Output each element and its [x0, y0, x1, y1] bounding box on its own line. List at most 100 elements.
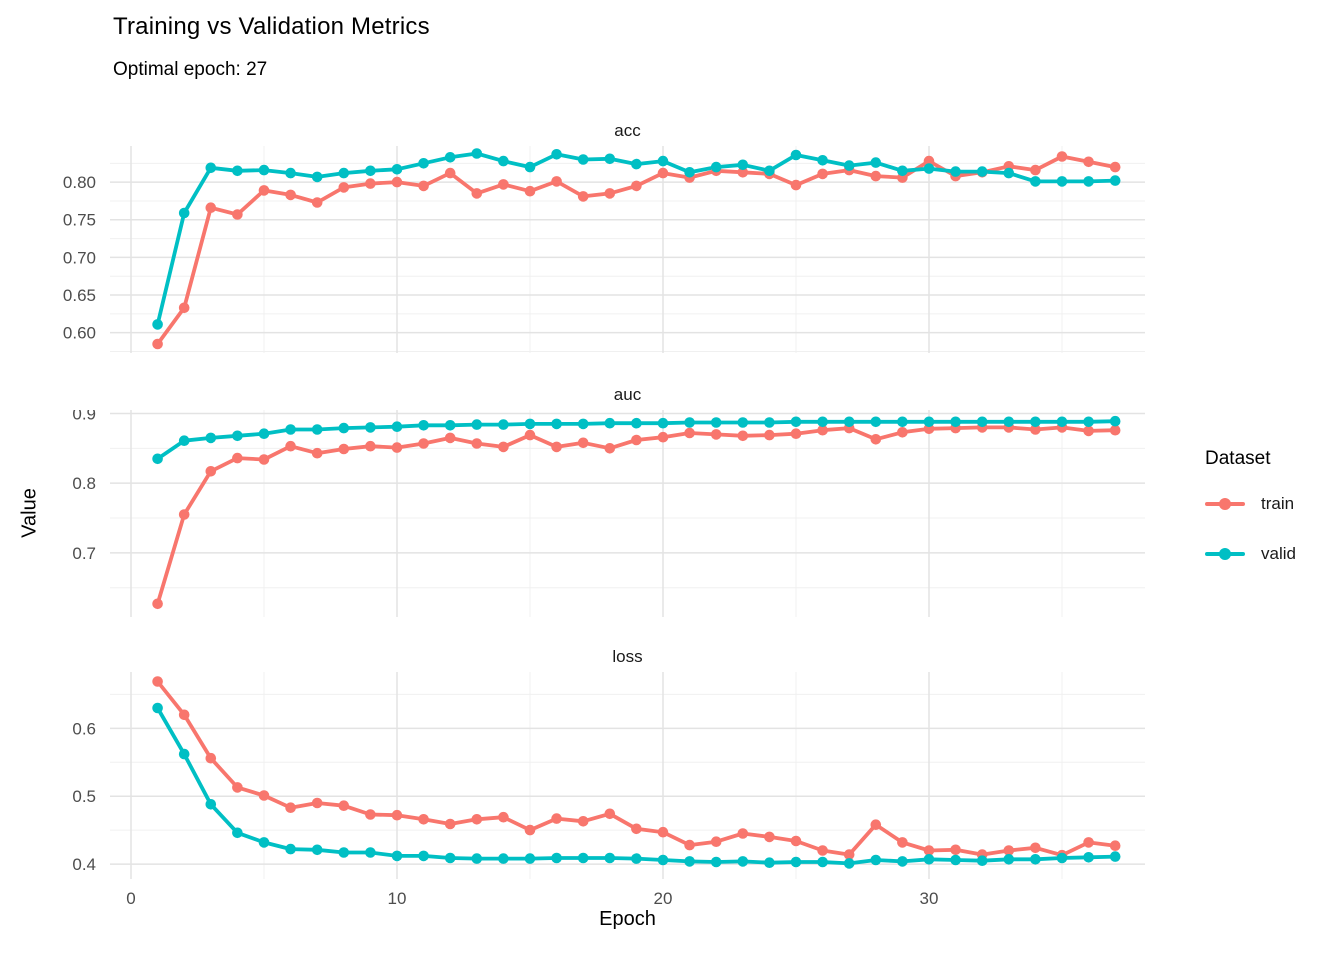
train-point — [577, 816, 589, 827]
train-point — [551, 441, 562, 453]
valid-point — [843, 858, 855, 869]
train-point — [311, 197, 323, 208]
train-point — [444, 167, 456, 179]
valid-point — [551, 418, 562, 430]
train-legend-key-icon — [1205, 498, 1245, 510]
train-point — [923, 155, 935, 167]
train-point — [870, 819, 882, 830]
y-tick-labels: 0.4 0.5 0.6 — [72, 719, 96, 874]
train-points — [152, 422, 1121, 610]
valid-point — [285, 167, 296, 179]
train-point — [418, 814, 429, 825]
facet-panel-acc: 0.60 0.65 0.70 0.75 0.80 — [63, 146, 1145, 353]
valid-point — [737, 856, 749, 867]
facet-panel-loss: 0.4 0.5 0.6 0 10 20 30 — [72, 672, 1145, 908]
valid-legend-key-icon — [1205, 548, 1245, 560]
train-point — [471, 188, 483, 199]
train-point — [258, 185, 270, 196]
valid-point — [684, 856, 695, 867]
legend-title: Dataset — [1205, 448, 1271, 469]
gridlines — [110, 146, 1145, 353]
valid-point — [232, 430, 243, 442]
valid-point — [311, 844, 323, 856]
valid-point — [258, 164, 270, 176]
train-point — [1030, 164, 1041, 176]
legend-item-valid: valid — [1205, 544, 1340, 564]
valid-point — [1030, 854, 1041, 865]
train-point — [843, 849, 855, 860]
facet-strip-auc: auc — [613, 385, 642, 404]
valid-point — [471, 853, 483, 864]
train-point — [258, 454, 270, 465]
legend-label-valid: valid — [1261, 544, 1296, 563]
valid-point — [631, 417, 642, 429]
train-point — [764, 831, 775, 843]
train-point — [870, 434, 882, 445]
train-point — [258, 790, 270, 801]
valid-point — [684, 167, 695, 178]
valid-point — [365, 847, 376, 858]
valid-point — [817, 155, 828, 166]
train-point — [950, 844, 961, 856]
train-point — [657, 167, 669, 179]
train-point — [338, 800, 350, 811]
valid-point — [710, 417, 722, 428]
train-point — [338, 182, 350, 193]
x-tick-labels: 0 10 20 30 — [126, 889, 938, 908]
valid-points — [152, 415, 1121, 465]
train-point — [524, 185, 536, 197]
valid-point — [258, 428, 270, 439]
train-point — [790, 835, 802, 847]
x-tick-label: 30 — [920, 889, 939, 908]
train-point — [498, 811, 509, 823]
valid-point — [657, 417, 669, 429]
train-point — [817, 424, 828, 436]
train-point — [418, 180, 429, 192]
train-point — [471, 814, 483, 825]
train-point — [790, 179, 802, 191]
valid-point — [790, 416, 802, 428]
facet-strip-acc: acc — [614, 121, 641, 140]
valid-point — [1083, 176, 1094, 187]
plot-title: Training vs Validation Metrics — [113, 13, 430, 40]
train-point — [790, 428, 802, 439]
valid-point — [1056, 852, 1068, 864]
train-point — [524, 429, 536, 441]
valid-point — [498, 155, 509, 167]
train-point — [391, 176, 403, 188]
gridlines — [110, 410, 1145, 617]
facet-strip-loss: loss — [612, 647, 643, 666]
valid-point — [764, 165, 775, 177]
valid-point — [311, 424, 323, 435]
train-point — [631, 434, 642, 446]
valid-line — [155, 706, 1118, 866]
valid-point — [897, 165, 908, 177]
valid-point — [152, 319, 163, 330]
train-point — [365, 809, 376, 820]
valid-point — [604, 852, 616, 864]
valid-point — [498, 419, 509, 430]
train-point — [710, 836, 722, 847]
train-point — [311, 797, 323, 809]
valid-point — [684, 417, 695, 428]
valid-point — [1056, 176, 1068, 187]
valid-point — [710, 161, 722, 173]
legend-item-train: train — [1205, 494, 1340, 514]
train-point — [232, 452, 243, 464]
train-point — [1109, 161, 1121, 173]
y-tick-label: 0.65 — [63, 286, 96, 305]
train-point — [737, 167, 749, 178]
valid-point — [657, 155, 669, 167]
valid-point — [976, 166, 988, 177]
train-point — [737, 828, 749, 839]
valid-point — [790, 149, 802, 161]
valid-point — [205, 162, 217, 174]
train-point — [498, 441, 509, 453]
y-tick-label: 0.8 — [72, 474, 96, 493]
valid-point — [444, 852, 456, 864]
valid-point — [604, 153, 616, 165]
train-point — [178, 302, 190, 314]
valid-point — [524, 161, 536, 173]
x-axis-title: Epoch — [599, 908, 656, 930]
valid-point — [178, 435, 190, 446]
